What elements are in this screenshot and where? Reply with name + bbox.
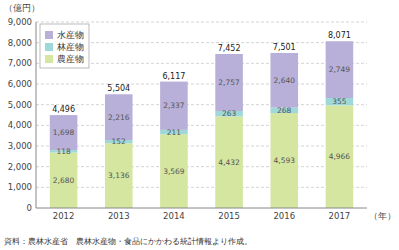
grid-line [36,146,367,147]
segment-label: 211 [167,128,182,137]
x-axis-label: （年） [369,211,396,221]
y-tick-label: 6,000 [8,79,32,89]
data-labels: 2,680 3,136 3,569 4,432 4,593 4,966 118 152 211 2… [52,31,351,185]
bar-segment [326,105,354,208]
segment-label: 4,432 [218,158,240,167]
y-tick-label: 1,000 [8,182,32,192]
total-label: 7,501 [273,43,296,52]
bar-segment [215,54,243,111]
grid-line [36,22,367,23]
segment-label: 2,757 [218,78,240,87]
grid-line [36,187,367,188]
grid-line [36,104,367,105]
y-axis-line [36,22,37,208]
legend-label: 水産物 [57,30,84,40]
segment-label: 118 [56,147,71,156]
legend-swatch [45,55,53,63]
legend-label: 林産物 [56,42,84,52]
bar-segment [215,116,243,208]
segment-label: 268 [277,106,292,115]
bar-segment [160,82,188,130]
bars [50,41,353,208]
grid-line [36,125,367,126]
total-label: 7,452 [218,44,241,53]
grid [36,22,367,187]
y-tick-label: 9,000 [8,17,32,27]
segment-label: 3,569 [163,167,185,176]
x-tick-label: 2012 [53,211,75,221]
bar-segment [270,53,298,108]
bar-segment [50,115,78,150]
segment-label: 355 [332,97,347,106]
legend-label: 農産物 [57,54,84,64]
y-tick-label: 5,000 [8,100,32,110]
total-label: 8,071 [328,31,351,40]
x-tick-label: 2014 [163,211,185,221]
bar-segment [50,153,78,208]
segment-label: 263 [222,109,237,118]
legend-frame [40,24,89,68]
y-tick-label: 0 [27,203,32,213]
bar-segment [160,134,188,208]
segment-label: 3,136 [108,171,130,180]
segment-label: 2,216 [108,113,130,122]
x-tick-label: 2015 [218,211,240,221]
y-axis-label: （億円） [4,3,40,13]
bar-segment [270,113,298,208]
x-tick-label: 2013 [108,211,130,221]
total-label: 4,496 [52,105,75,114]
chart: 0 1,000 2,000 3,000 4,000 5,000 6,000 7,000 8,00… [0,0,399,250]
segment-label: 2,680 [53,176,75,185]
y-tick-label: 4,000 [8,120,32,130]
y-tick-label: 8,000 [8,38,32,48]
total-label: 5,504 [107,84,130,93]
segment-label: 2,640 [274,76,296,85]
y-tick-label: 7,000 [8,58,32,68]
bar-segment [326,98,354,105]
segment-label: 4,966 [329,152,351,161]
segment-label: 2,337 [163,101,185,110]
y-tick-label: 3,000 [8,141,32,151]
segment-label: 1,698 [53,128,75,137]
bar-segment [105,94,133,140]
segment-label: 2,749 [329,65,351,74]
grid-line [36,84,367,85]
total-label: 6,117 [162,72,185,81]
segment-label: 152 [112,137,127,146]
bar-segment [105,143,133,208]
legend-swatch [45,31,53,39]
y-tick-label: 2,000 [8,162,32,172]
legend: 水産物林産物農産物 [40,24,89,68]
bar-segment [326,41,354,98]
source-note: 資料：農林水産省 農林水産物・食品にかかわる統計情報より作成。 [4,237,252,246]
x-tick-label: 2017 [329,211,351,221]
x-tick-label: 2016 [273,211,295,221]
grid-line [36,166,367,167]
x-axis-line [36,208,367,209]
legend-swatch [45,43,53,51]
segment-label: 4,593 [274,156,296,165]
